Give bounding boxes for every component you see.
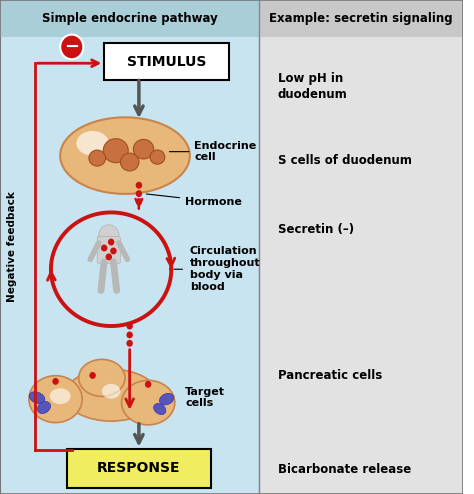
Ellipse shape bbox=[50, 388, 71, 404]
Text: RESPONSE: RESPONSE bbox=[97, 461, 181, 475]
Ellipse shape bbox=[103, 139, 128, 163]
FancyBboxPatch shape bbox=[97, 237, 120, 263]
Ellipse shape bbox=[150, 150, 165, 164]
Text: Simple endocrine pathway: Simple endocrine pathway bbox=[42, 12, 218, 25]
Circle shape bbox=[99, 225, 119, 247]
Ellipse shape bbox=[76, 131, 109, 156]
Text: STIMULUS: STIMULUS bbox=[127, 55, 206, 69]
Text: Hormone: Hormone bbox=[146, 194, 242, 206]
Ellipse shape bbox=[120, 153, 139, 171]
Text: Target
cells: Target cells bbox=[185, 387, 225, 409]
Text: Secretin (–): Secretin (–) bbox=[278, 223, 354, 236]
Circle shape bbox=[52, 378, 59, 385]
Circle shape bbox=[145, 381, 151, 388]
Text: Low pH in
duodenum: Low pH in duodenum bbox=[278, 72, 347, 101]
Circle shape bbox=[127, 340, 133, 347]
Circle shape bbox=[136, 182, 142, 189]
Text: Circulation
throughout
body via
blood: Circulation throughout body via blood bbox=[190, 246, 260, 292]
Bar bbox=[0, 0, 259, 37]
Text: Endocrine
cell: Endocrine cell bbox=[170, 141, 257, 163]
Ellipse shape bbox=[65, 370, 157, 421]
Text: Example: secretin signaling: Example: secretin signaling bbox=[269, 12, 453, 25]
Ellipse shape bbox=[60, 118, 190, 194]
Circle shape bbox=[136, 198, 142, 205]
Ellipse shape bbox=[121, 380, 175, 425]
Text: −: − bbox=[64, 38, 79, 56]
Circle shape bbox=[60, 35, 83, 59]
Bar bbox=[259, 0, 463, 494]
Text: Pancreatic cells: Pancreatic cells bbox=[278, 369, 382, 382]
Ellipse shape bbox=[102, 384, 120, 399]
Text: Bicarbonate release: Bicarbonate release bbox=[278, 463, 411, 476]
Text: S cells of duodenum: S cells of duodenum bbox=[278, 154, 412, 167]
Ellipse shape bbox=[160, 393, 174, 405]
Ellipse shape bbox=[79, 360, 125, 396]
Circle shape bbox=[101, 245, 108, 251]
Circle shape bbox=[110, 247, 117, 254]
Ellipse shape bbox=[37, 402, 51, 413]
Bar bbox=[259, 0, 463, 37]
Ellipse shape bbox=[133, 139, 154, 159]
Circle shape bbox=[90, 372, 96, 379]
Ellipse shape bbox=[29, 392, 45, 404]
Ellipse shape bbox=[89, 150, 106, 166]
Text: Negative feedback: Negative feedback bbox=[7, 192, 17, 302]
Circle shape bbox=[108, 239, 114, 246]
Ellipse shape bbox=[29, 375, 82, 423]
Circle shape bbox=[127, 331, 133, 338]
Ellipse shape bbox=[154, 404, 166, 414]
Circle shape bbox=[136, 190, 142, 197]
Bar bbox=[0, 0, 259, 494]
Circle shape bbox=[127, 323, 133, 329]
Circle shape bbox=[106, 253, 112, 260]
FancyBboxPatch shape bbox=[67, 449, 210, 488]
FancyBboxPatch shape bbox=[104, 43, 229, 80]
